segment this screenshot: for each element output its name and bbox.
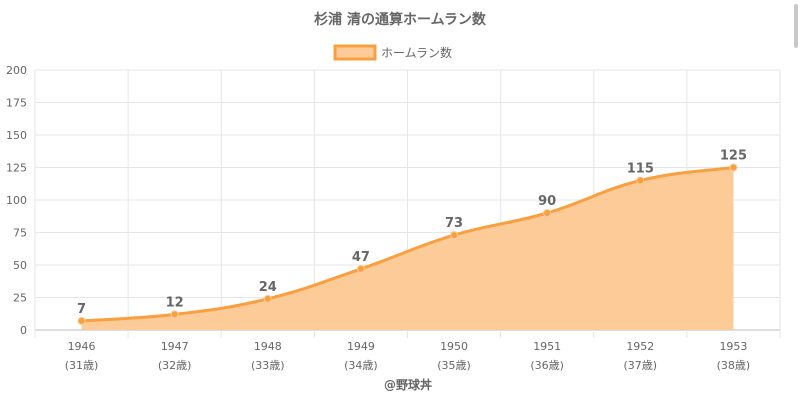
data-label: 125 xyxy=(720,149,747,164)
x-tick-label: 1949 xyxy=(347,340,375,353)
y-tick-label: 50 xyxy=(13,259,27,272)
data-point xyxy=(77,316,86,325)
x-tick-sublabel: (34歳) xyxy=(344,359,378,372)
y-tick-label: 0 xyxy=(20,324,27,337)
data-point xyxy=(543,209,552,217)
x-tick-label: 1953 xyxy=(719,340,747,353)
x-tick-label: 1952 xyxy=(626,340,654,353)
data-label: 24 xyxy=(259,280,277,295)
x-tick-sublabel: (31歳) xyxy=(65,359,99,372)
x-tick-sublabel: (32歳) xyxy=(158,359,192,372)
data-label: 73 xyxy=(445,216,463,231)
y-tick-label: 150 xyxy=(6,129,27,142)
y-tick-label: 175 xyxy=(6,97,27,110)
x-tick-sublabel: (38歳) xyxy=(717,359,751,372)
data-point xyxy=(356,264,365,273)
x-tick-label: 1951 xyxy=(533,340,561,353)
series-line xyxy=(81,166,734,323)
x-axis: 1946 (31歳) 1947 (32歳) 1948 (33歳) 1949 (34歳) 1950… xyxy=(65,340,750,372)
data-point xyxy=(450,231,459,240)
data-label: 47 xyxy=(352,250,370,265)
data-points xyxy=(77,163,738,325)
data-label: 12 xyxy=(166,295,184,310)
x-tick-sublabel: (37歳) xyxy=(624,359,658,372)
credit-text: @野球丼 xyxy=(384,377,432,392)
x-tick-label: 1946 xyxy=(68,340,96,353)
data-point xyxy=(729,163,738,172)
data-point xyxy=(170,310,179,319)
x-tick-sublabel: (35歳) xyxy=(437,359,471,372)
data-point xyxy=(263,294,272,303)
data-label: 115 xyxy=(627,162,654,177)
series-area xyxy=(81,167,734,330)
x-tick-label: 1950 xyxy=(440,340,468,353)
y-tick-label: 75 xyxy=(13,227,27,240)
x-tick-label: 1947 xyxy=(161,340,189,353)
legend[interactable]: ホームラン数 xyxy=(333,44,452,61)
y-tick-label: 125 xyxy=(6,162,27,175)
x-tick-sublabel: (33歳) xyxy=(251,359,285,372)
chart-title: 杉浦 清の通算ホームラン数 xyxy=(314,11,487,28)
x-tick-sublabel: (36歳) xyxy=(530,359,564,372)
legend-label: ホームラン数 xyxy=(381,45,452,60)
legend-swatch xyxy=(333,44,377,61)
y-tick-label: 100 xyxy=(6,194,27,207)
data-point xyxy=(636,176,645,185)
y-tick-label: 200 xyxy=(6,64,27,77)
data-labels: 7 12 24 47 73 90 115 125 xyxy=(77,149,747,317)
y-axis: 0 25 50 75 100 125 150 175 200 xyxy=(6,64,27,337)
x-tick-label: 1948 xyxy=(254,340,282,353)
data-label: 7 xyxy=(77,302,86,317)
scrollbar[interactable] xyxy=(794,4,798,48)
data-label: 90 xyxy=(538,194,556,209)
y-tick-label: 25 xyxy=(13,292,27,305)
